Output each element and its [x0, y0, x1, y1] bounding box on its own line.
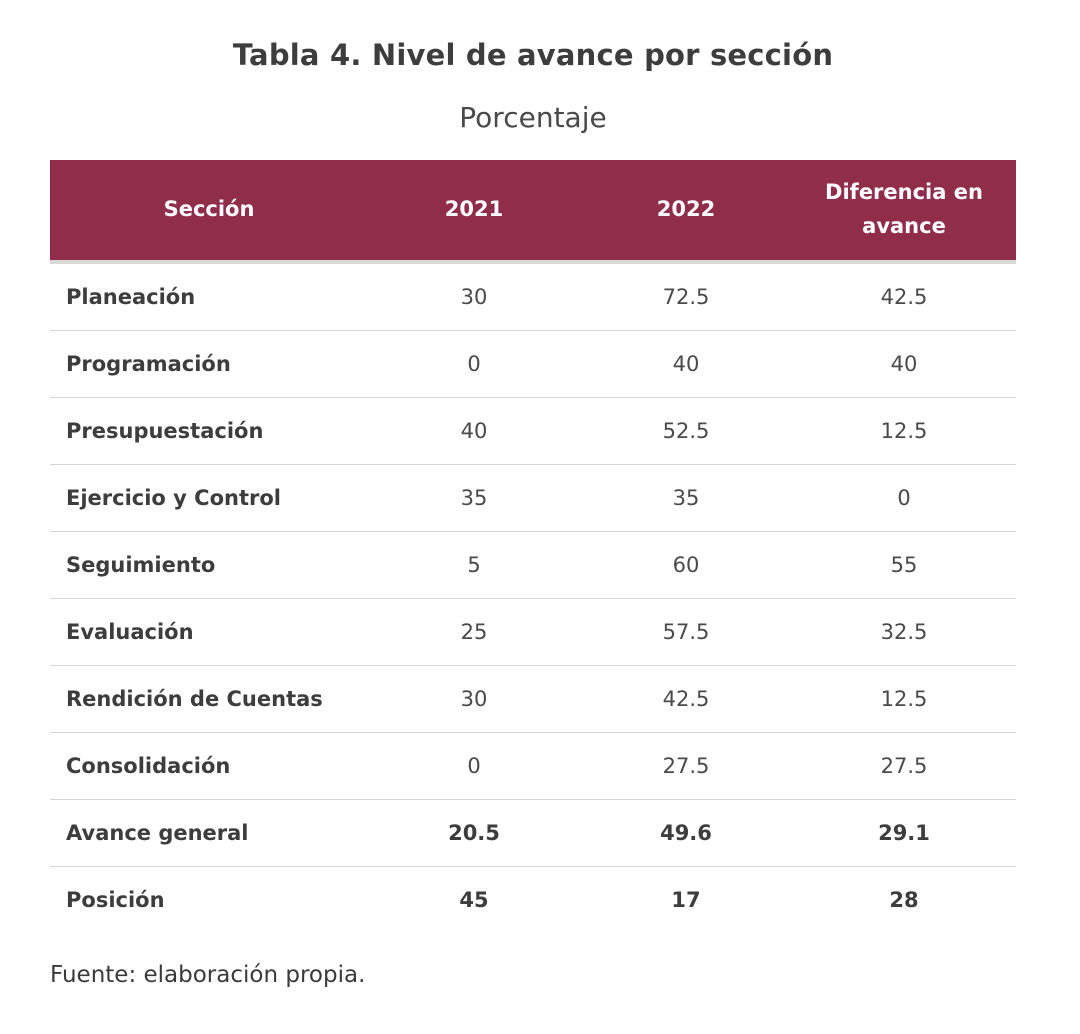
table-row: Ejercicio y Control 35 35 0 — [50, 465, 1016, 532]
header-seccion: Sección — [163, 197, 255, 222]
cell-diferencia: 28 — [889, 888, 919, 912]
source-note: Fuente: elaboración propia. — [50, 962, 366, 988]
cell-2022: 27.5 — [662, 754, 710, 778]
cell-2021: 5 — [467, 553, 481, 577]
cell-2021: 35 — [460, 486, 488, 510]
cell-2022: 35 — [672, 486, 700, 510]
cell-2021: 20.5 — [448, 821, 500, 845]
cell-2022: 42.5 — [662, 687, 710, 711]
cell-2022: 17 — [671, 888, 701, 912]
table-header-row: Sección 2021 2022 Diferencia en avance — [50, 160, 1016, 264]
header-2021: 2021 — [444, 197, 504, 222]
table-row: Presupuestación 40 52.5 12.5 — [50, 398, 1016, 465]
cell-diferencia: 32.5 — [880, 620, 928, 644]
cell-2021: 45 — [459, 888, 489, 912]
row-label: Programación — [66, 352, 231, 376]
cell-2021: 0 — [467, 352, 481, 376]
cell-diferencia: 0 — [897, 486, 911, 510]
cell-2021: 40 — [460, 419, 488, 443]
cell-2022: 49.6 — [660, 821, 712, 845]
table-subtitle: Porcentaje — [459, 101, 607, 134]
row-label: Avance general — [66, 821, 249, 845]
cell-2021: 0 — [467, 754, 481, 778]
progress-table: Sección 2021 2022 Diferencia en avance P… — [50, 160, 1016, 933]
row-label: Seguimiento — [66, 553, 216, 577]
table-row-posicion: Posición 45 17 28 — [50, 867, 1016, 933]
row-label: Planeación — [66, 285, 196, 309]
table-row: Programación 0 40 40 — [50, 331, 1016, 398]
table-title: Tabla 4. Nivel de avance por sección — [232, 38, 834, 72]
row-label: Posición — [66, 888, 165, 912]
table-row: Evaluación 25 57.5 32.5 — [50, 599, 1016, 666]
cell-diferencia: 42.5 — [880, 285, 928, 309]
cell-2022: 72.5 — [662, 285, 710, 309]
cell-2022: 52.5 — [662, 419, 710, 443]
cell-2022: 40 — [672, 352, 700, 376]
row-label: Evaluación — [66, 620, 194, 644]
row-label: Consolidación — [66, 754, 231, 778]
cell-2022: 57.5 — [662, 620, 710, 644]
cell-diferencia: 27.5 — [880, 754, 928, 778]
cell-2021: 25 — [460, 620, 488, 644]
cell-2021: 30 — [460, 687, 488, 711]
cell-diferencia: 12.5 — [880, 419, 928, 443]
row-label: Rendición de Cuentas — [66, 687, 323, 711]
cell-2021: 30 — [460, 285, 488, 309]
cell-2022: 60 — [672, 553, 700, 577]
table-row: Planeación 30 72.5 42.5 — [50, 264, 1016, 331]
row-label: Ejercicio y Control — [66, 486, 281, 510]
cell-diferencia: 55 — [890, 553, 918, 577]
table-row: Consolidación 0 27.5 27.5 — [50, 733, 1016, 800]
header-diferencia: Diferencia en avance — [825, 180, 983, 238]
table-row-avance-general: Avance general 20.5 49.6 29.1 — [50, 800, 1016, 867]
table-row: Rendición de Cuentas 30 42.5 12.5 — [50, 666, 1016, 733]
cell-diferencia: 40 — [890, 352, 918, 376]
row-label: Presupuestación — [66, 419, 264, 443]
table-row: Seguimiento 5 60 55 — [50, 532, 1016, 599]
header-2022: 2022 — [656, 197, 716, 222]
cell-diferencia: 29.1 — [878, 821, 930, 845]
cell-diferencia: 12.5 — [880, 687, 928, 711]
